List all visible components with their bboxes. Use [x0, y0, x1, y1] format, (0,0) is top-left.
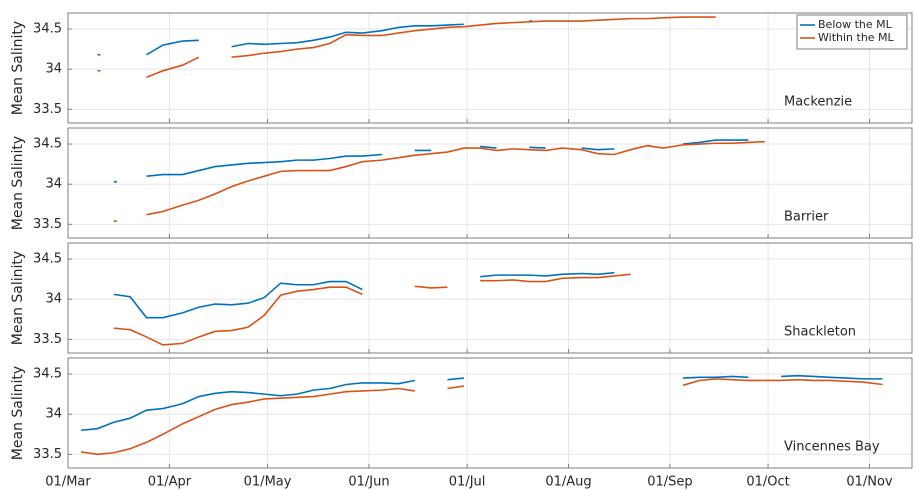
series-line: [113, 271, 615, 319]
series-line: [80, 378, 883, 456]
y-tick-label: 34.5: [33, 137, 62, 152]
y-axis-label: Mean Salinity: [10, 366, 26, 460]
legend-label: Below the ML: [818, 18, 893, 31]
y-tick-label: 33.5: [33, 217, 62, 232]
x-tick-label: 01/May: [244, 475, 292, 490]
x-tick-label: 01/Apr: [148, 475, 192, 490]
y-tick-label: 34: [45, 292, 62, 307]
y-tick-label: 34.5: [33, 367, 62, 382]
y-tick-label: 34.5: [33, 252, 62, 267]
y-tick-label: 34: [45, 177, 62, 192]
series-line: [97, 16, 716, 78]
y-tick-label: 34: [45, 407, 62, 422]
y-tick-label: 33.5: [33, 102, 62, 117]
y-tick-label: 33.5: [33, 447, 62, 462]
plot-frame: [67, 242, 913, 354]
series-line: [113, 273, 631, 346]
x-tick-label: 01/Jun: [348, 475, 389, 490]
annotation: Mackenzie: [784, 95, 852, 110]
x-tick-label: 01/Sep: [647, 475, 692, 490]
y-axis-label: Mean Salinity: [10, 21, 26, 115]
y-axis-label: Mean Salinity: [10, 136, 26, 230]
y-axis-label: Mean Salinity: [10, 251, 26, 345]
legend-box: [796, 14, 908, 50]
series-line: [97, 20, 533, 56]
annotation: Vincennes Bay: [784, 440, 880, 455]
plot-frame: [67, 127, 913, 239]
y-tick-label: 34: [45, 62, 62, 77]
annotation: Shackleton: [784, 325, 856, 340]
x-tick-label: 01/Nov: [846, 475, 893, 490]
plot-frame: [67, 12, 913, 124]
legend-label: Within the ML: [818, 31, 895, 44]
x-tick-label: 01/Aug: [545, 475, 591, 490]
x-tick-label: 01/Oct: [746, 475, 789, 490]
series-line: [81, 374, 883, 432]
annotation: Barrier: [784, 210, 829, 225]
y-tick-label: 33.5: [33, 332, 62, 347]
plot-frame: [67, 357, 913, 469]
x-tick-label: 01/Jul: [449, 475, 486, 490]
x-tick-label: 01/Mar: [45, 475, 91, 490]
series-line: [113, 140, 765, 222]
y-tick-label: 34.5: [33, 22, 62, 37]
